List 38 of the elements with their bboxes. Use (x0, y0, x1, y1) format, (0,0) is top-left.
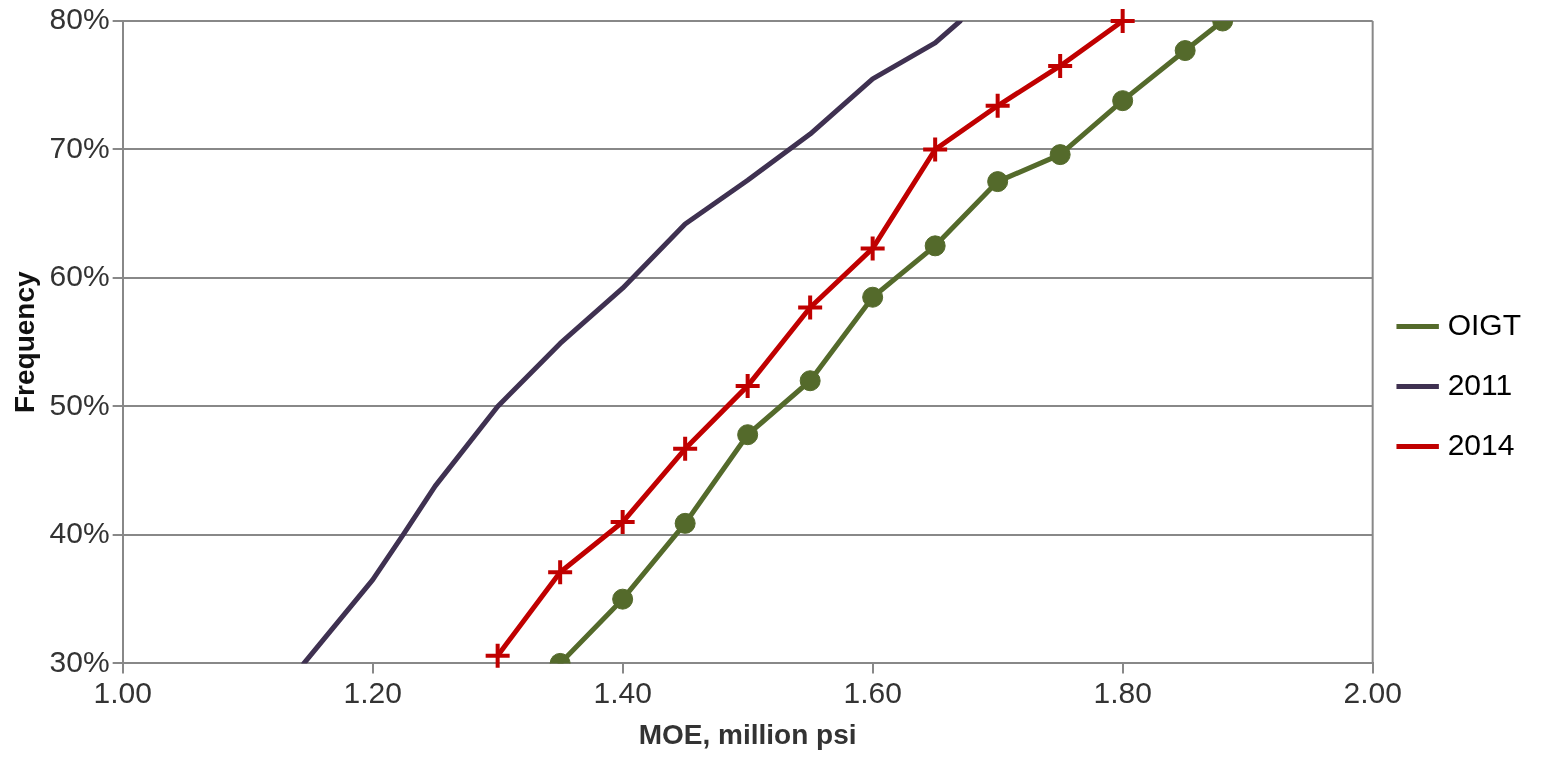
point (923, 137, 948, 162)
point (1112, 90, 1134, 112)
point (1174, 40, 1196, 62)
y-tick-label: 80% (49, 2, 110, 36)
y-tick-label: 70% (49, 130, 110, 164)
y-tick-label: 40% (49, 516, 110, 550)
point (737, 424, 759, 446)
point (735, 373, 760, 398)
point (548, 560, 573, 585)
y-axis-title: Frequency (8, 270, 40, 413)
point (985, 93, 1010, 118)
point (612, 588, 634, 610)
legend-label: 2014 (1447, 427, 1515, 461)
point (798, 295, 823, 320)
point (1110, 9, 1135, 33)
x-tick-label: 1.00 (93, 675, 152, 709)
y-tick-label: 60% (49, 259, 110, 293)
legend-label: OIGT (1447, 307, 1522, 341)
point (1049, 144, 1071, 166)
x-tick-label: 2.00 (1343, 675, 1402, 709)
point (673, 436, 698, 461)
x-axis-title: MOE, million psi (638, 718, 857, 750)
y-tick-label: 50% (49, 387, 110, 421)
x-tick-label: 1.20 (343, 675, 402, 709)
legend-label: 2011 (1447, 367, 1513, 401)
point (862, 286, 884, 308)
y-tick-label: 30% (49, 644, 110, 678)
point (860, 236, 885, 261)
point (485, 643, 510, 668)
point (987, 171, 1009, 193)
x-tick-label: 1.60 (843, 675, 902, 709)
point (1048, 53, 1073, 78)
point (610, 510, 635, 535)
point (924, 235, 946, 257)
point (674, 512, 696, 534)
point (799, 370, 821, 392)
x-tick-label: 1.80 (1093, 675, 1152, 709)
x-tick-label: 1.40 (593, 675, 652, 709)
